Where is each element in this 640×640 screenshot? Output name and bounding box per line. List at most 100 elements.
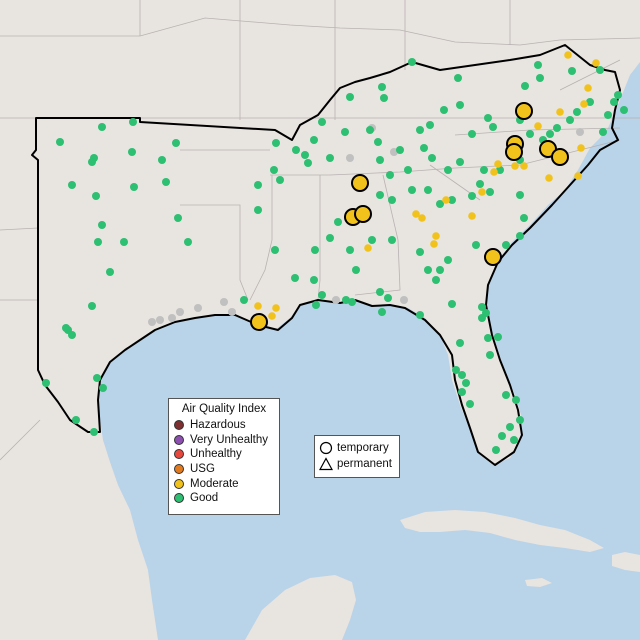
good-marker[interactable] [374,138,382,146]
good-marker[interactable] [440,106,448,114]
no-data-marker[interactable] [220,298,228,306]
moderate-marker[interactable] [534,122,542,130]
good-marker[interactable] [478,303,486,311]
moderate-temporary-marker[interactable] [354,205,372,223]
good-marker[interactable] [404,166,412,174]
moderate-marker[interactable] [584,84,592,92]
good-marker[interactable] [478,314,486,322]
good-marker[interactable] [486,188,494,196]
good-marker[interactable] [502,241,510,249]
good-marker[interactable] [93,374,101,382]
good-marker[interactable] [432,276,440,284]
good-marker[interactable] [610,98,618,106]
good-marker[interactable] [380,94,388,102]
moderate-temporary-marker[interactable] [515,102,533,120]
no-data-marker[interactable] [148,318,156,326]
good-marker[interactable] [516,232,524,240]
good-marker[interactable] [386,171,394,179]
good-marker[interactable] [620,106,628,114]
moderate-marker[interactable] [494,160,502,168]
good-marker[interactable] [240,296,248,304]
good-marker[interactable] [456,158,464,166]
good-marker[interactable] [604,111,612,119]
good-marker[interactable] [276,176,284,184]
moderate-marker[interactable] [254,302,262,310]
good-marker[interactable] [310,136,318,144]
moderate-marker[interactable] [592,59,600,67]
moderate-temporary-marker[interactable] [351,174,369,192]
good-marker[interactable] [492,446,500,454]
good-marker[interactable] [424,186,432,194]
good-marker[interactable] [254,181,262,189]
good-marker[interactable] [378,83,386,91]
good-marker[interactable] [270,166,278,174]
good-marker[interactable] [318,291,326,299]
moderate-marker[interactable] [430,240,438,248]
good-marker[interactable] [599,128,607,136]
moderate-marker[interactable] [272,304,280,312]
moderate-marker[interactable] [520,162,528,170]
no-data-marker[interactable] [576,128,584,136]
good-marker[interactable] [130,183,138,191]
moderate-marker[interactable] [511,162,519,170]
good-marker[interactable] [416,126,424,134]
no-data-marker[interactable] [168,314,176,322]
good-marker[interactable] [388,236,396,244]
good-marker[interactable] [489,123,497,131]
good-marker[interactable] [516,416,524,424]
good-marker[interactable] [458,388,466,396]
good-marker[interactable] [368,236,376,244]
good-marker[interactable] [424,266,432,274]
good-marker[interactable] [88,158,96,166]
good-marker[interactable] [466,400,474,408]
good-marker[interactable] [326,234,334,242]
good-marker[interactable] [346,93,354,101]
good-marker[interactable] [546,130,554,138]
good-marker[interactable] [254,206,262,214]
good-marker[interactable] [291,274,299,282]
no-data-marker[interactable] [400,296,408,304]
good-marker[interactable] [128,148,136,156]
moderate-marker[interactable] [580,100,588,108]
good-marker[interactable] [310,276,318,284]
good-marker[interactable] [376,288,384,296]
good-marker[interactable] [521,82,529,90]
moderate-marker[interactable] [577,144,585,152]
good-marker[interactable] [520,214,528,222]
good-marker[interactable] [566,116,574,124]
good-marker[interactable] [94,238,102,246]
good-marker[interactable] [614,91,622,99]
good-marker[interactable] [476,180,484,188]
moderate-marker[interactable] [556,108,564,116]
good-marker[interactable] [448,300,456,308]
good-marker[interactable] [162,178,170,186]
moderate-temporary-marker[interactable] [505,143,523,161]
good-marker[interactable] [416,311,424,319]
good-marker[interactable] [98,123,106,131]
good-marker[interactable] [172,139,180,147]
good-marker[interactable] [486,351,494,359]
good-marker[interactable] [458,371,466,379]
good-marker[interactable] [586,98,594,106]
good-marker[interactable] [42,379,50,387]
good-marker[interactable] [510,436,518,444]
good-marker[interactable] [428,154,436,162]
good-marker[interactable] [304,159,312,167]
moderate-temporary-marker[interactable] [250,313,268,331]
good-marker[interactable] [301,151,309,159]
good-marker[interactable] [462,379,470,387]
good-marker[interactable] [106,268,114,276]
good-marker[interactable] [311,246,319,254]
good-marker[interactable] [334,218,342,226]
good-marker[interactable] [472,241,480,249]
good-marker[interactable] [516,191,524,199]
good-marker[interactable] [292,146,300,154]
good-marker[interactable] [98,221,106,229]
moderate-temporary-marker[interactable] [484,248,502,266]
good-marker[interactable] [408,58,416,66]
good-marker[interactable] [378,308,386,316]
good-marker[interactable] [346,246,354,254]
good-marker[interactable] [444,166,452,174]
good-marker[interactable] [512,396,520,404]
good-marker[interactable] [384,294,392,302]
